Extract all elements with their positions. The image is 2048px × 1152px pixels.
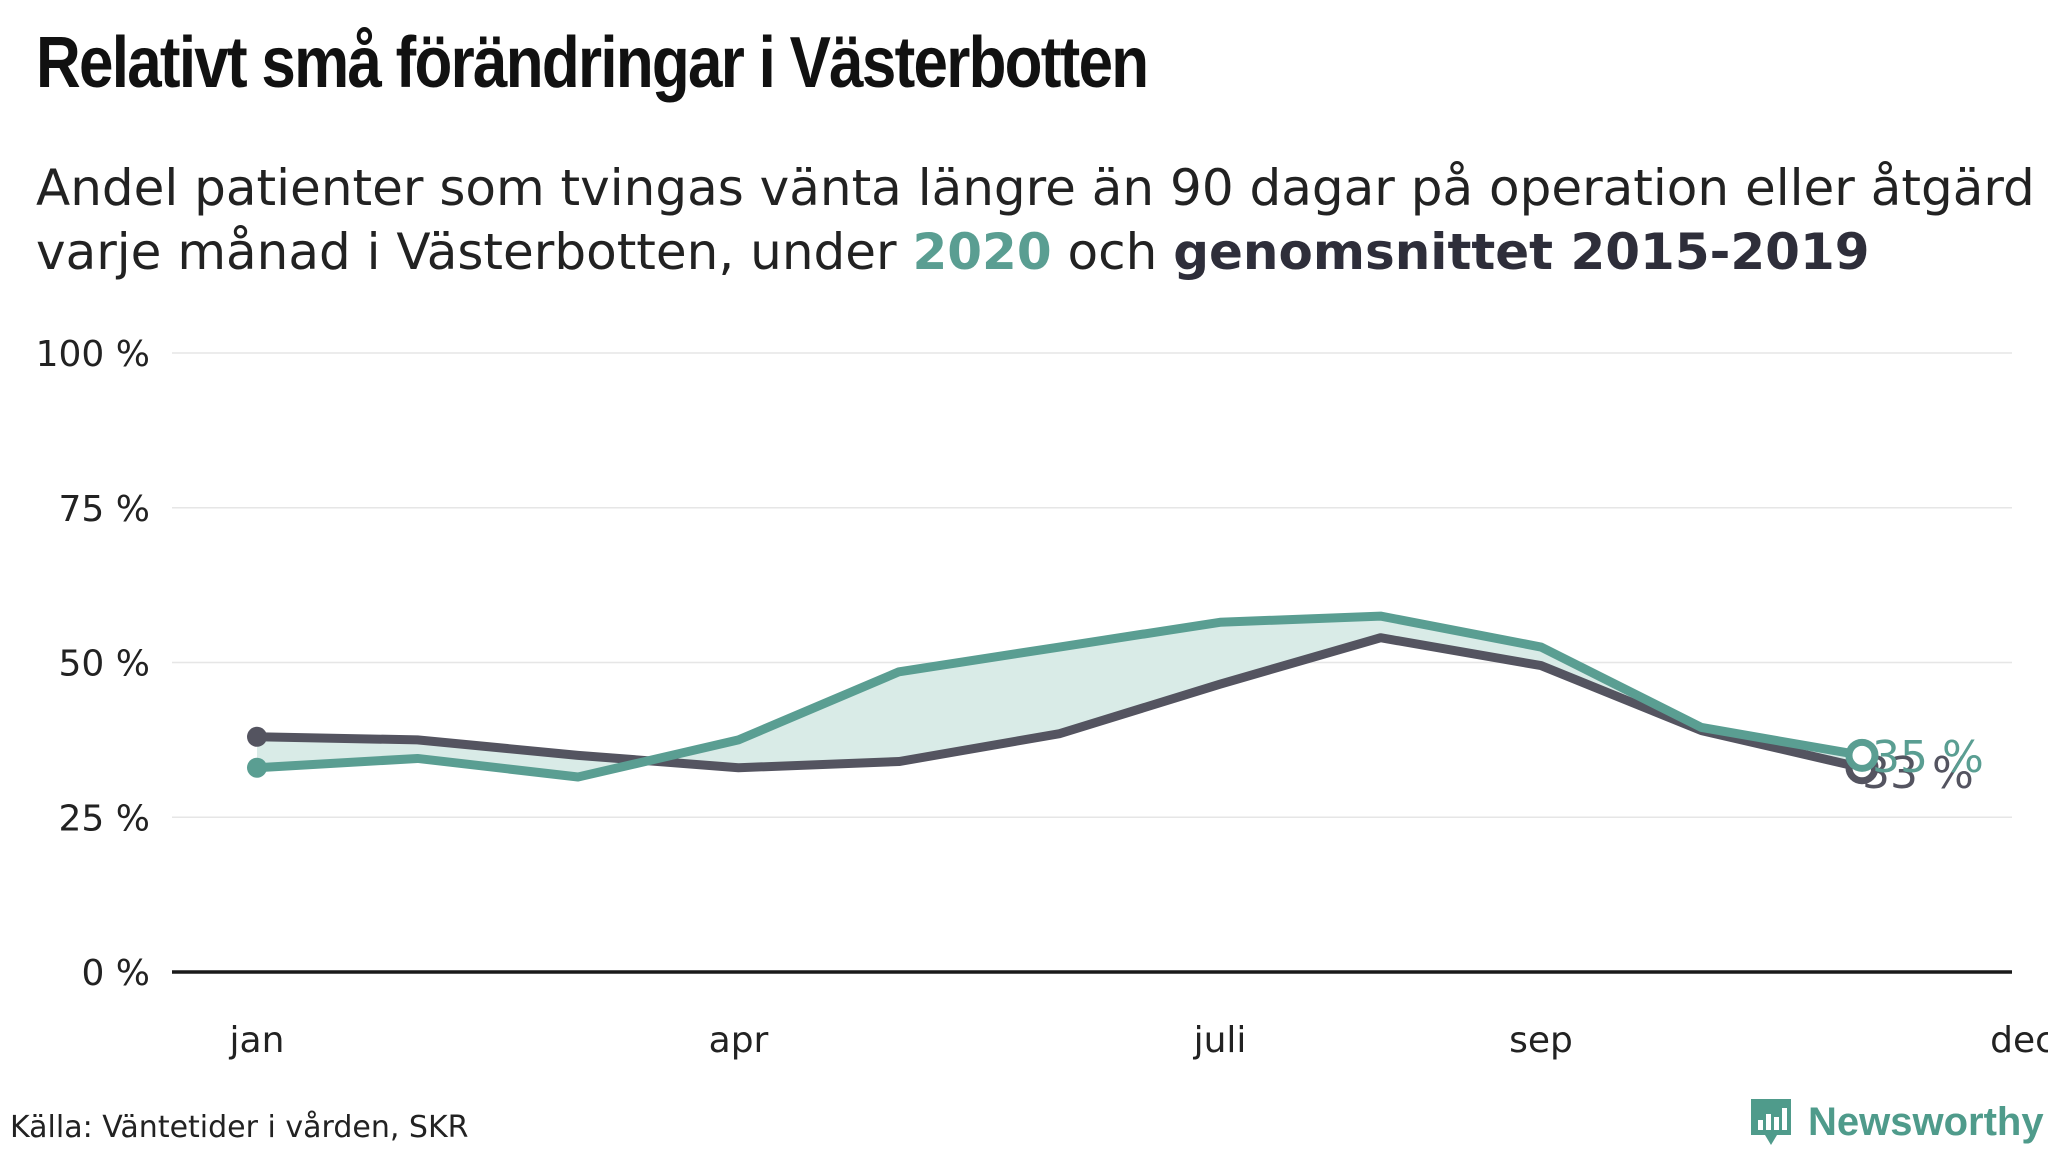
series-line-average	[252, 633, 1867, 773]
y-tick-label: 50 %	[59, 644, 150, 685]
x-tick-label: apr	[709, 1020, 769, 1061]
x-tick-label: jan	[229, 1020, 285, 1061]
subtitle-series-average: genomsnittet 2015-2019	[1173, 223, 1870, 281]
brand-logo: Newsworthy	[1748, 1096, 2044, 1148]
subtitle-middle: och	[1051, 223, 1174, 281]
x-tick-label: juli	[1193, 1020, 1247, 1061]
y-tick-label: 0 %	[81, 953, 150, 994]
subtitle-series-2020: 2020	[912, 223, 1052, 281]
y-tick-label: 75 %	[59, 489, 150, 530]
series-line-2020	[252, 611, 1867, 782]
chart-title: Relativt små förändringar i Västerbotten	[36, 23, 1149, 103]
x-tick-label: sep	[1509, 1020, 1573, 1061]
series-line-2020-end-point	[1845, 738, 1879, 772]
series-line-average-start-point	[247, 726, 267, 747]
source-note: Källa: Väntetider i vården, SKR	[10, 1110, 469, 1145]
end-label-average: 33 %	[1862, 748, 1974, 799]
x-tick-label: dec	[1990, 1020, 2048, 1061]
y-tick-label: 25 %	[59, 798, 150, 839]
difference-area	[257, 616, 1862, 778]
chart-subtitle: Andel patienter som tvingas vänta längre…	[36, 156, 2036, 284]
brand-name: Newsworthy	[1808, 1099, 2044, 1144]
newsworthy-logo-icon	[1751, 1099, 1791, 1145]
y-tick-label: 100 %	[36, 334, 150, 375]
series-line-2020-start-point	[247, 757, 267, 778]
subtitle-prefix: Andel patienter som tvingas vänta längre…	[36, 159, 2035, 281]
end-label-2020: 35 %	[1872, 732, 1984, 783]
